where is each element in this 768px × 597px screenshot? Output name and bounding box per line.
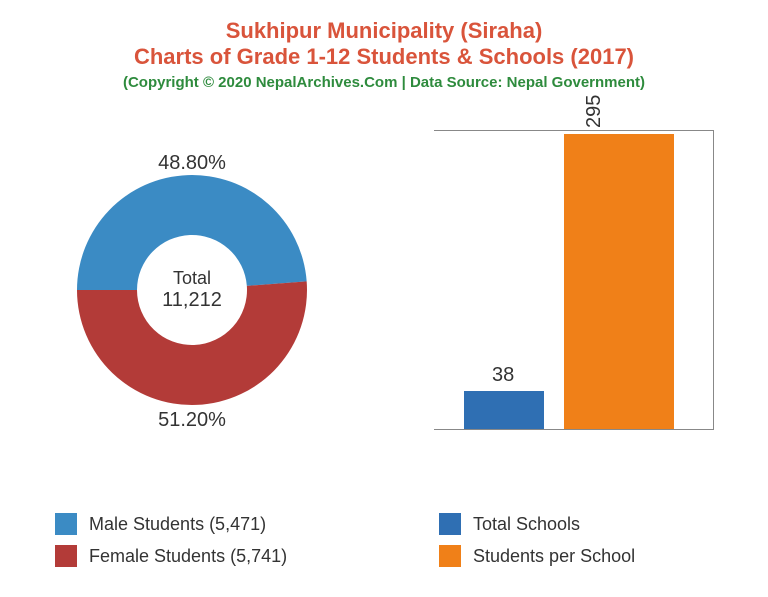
- bar1-value-label: 38: [492, 364, 514, 387]
- bar-total-schools: [464, 391, 544, 429]
- legend-male: Male Students (5,471): [55, 513, 384, 535]
- legend-row: Male Students (5,471) Female Students (5…: [0, 513, 768, 577]
- bar-students-per-school: [564, 134, 674, 429]
- copyright-line: (Copyright © 2020 NepalArchives.Com | Da…: [0, 74, 768, 91]
- male-pct-label: 48.80%: [158, 152, 226, 175]
- legend-swatch-sps: [439, 545, 461, 567]
- legend-students-per-school: Students per School: [439, 545, 768, 567]
- legend-right: Total Schools Students per School: [384, 513, 768, 577]
- legend-female: Female Students (5,741): [55, 545, 384, 567]
- legend-total-schools: Total Schools: [439, 513, 768, 535]
- bar2-value-label: 295: [583, 95, 606, 128]
- legend-text-male: Male Students (5,471): [89, 514, 266, 535]
- bar-frame: 38 295: [434, 130, 714, 430]
- female-pct-label: 51.20%: [158, 409, 226, 432]
- title-line2: Charts of Grade 1-12 Students & Schools …: [0, 44, 768, 70]
- legend-swatch-female: [55, 545, 77, 567]
- donut-center-value: 11,212: [162, 289, 222, 312]
- legend-text-schools: Total Schools: [473, 514, 580, 535]
- legend-swatch-male: [55, 513, 77, 535]
- donut-center: Total 11,212: [162, 268, 222, 312]
- charts-area: 48.80% Total 11,212 51.20% 38 295: [0, 105, 768, 475]
- bar-chart-panel: 38 295: [384, 105, 768, 475]
- chart-header: Sukhipur Municipality (Siraha) Charts of…: [0, 0, 768, 91]
- legend-text-female: Female Students (5,741): [89, 546, 287, 567]
- donut-wrap: 48.80% Total 11,212 51.20%: [72, 170, 312, 410]
- legend-left: Male Students (5,471) Female Students (5…: [0, 513, 384, 577]
- donut-chart-panel: 48.80% Total 11,212 51.20%: [0, 105, 384, 475]
- donut-center-label: Total: [162, 268, 222, 289]
- legend-text-sps: Students per School: [473, 546, 635, 567]
- legend-swatch-schools: [439, 513, 461, 535]
- title-line1: Sukhipur Municipality (Siraha): [0, 18, 768, 44]
